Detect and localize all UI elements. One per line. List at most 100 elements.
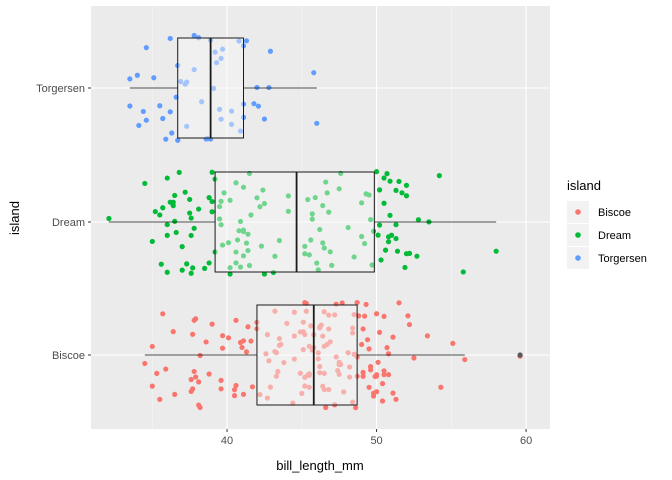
data-point-biscoe (379, 398, 386, 404)
x-tick-label: 40 (221, 435, 233, 447)
data-point-dream (324, 190, 330, 196)
data-point-dream (302, 251, 308, 257)
data-point-torgersen (211, 85, 217, 91)
data-point-biscoe (306, 384, 312, 390)
data-point-biscoe (327, 339, 333, 345)
y-tick-label-biscoe: Biscoe (52, 350, 85, 362)
data-point-biscoe (351, 311, 357, 318)
data-point-torgersen (167, 35, 173, 42)
data-point-torgersen (191, 66, 197, 73)
data-point-biscoe (193, 374, 199, 380)
data-point-torgersen (237, 128, 244, 134)
data-point-biscoe (190, 386, 196, 392)
data-point-biscoe (218, 386, 224, 392)
data-point-biscoe (362, 313, 368, 319)
data-point-dream (188, 215, 194, 221)
data-point-torgersen (311, 70, 317, 76)
data-point-biscoe (149, 343, 155, 350)
data-point-biscoe (326, 312, 332, 318)
data-point-biscoe (273, 373, 279, 379)
data-point-biscoe (396, 300, 402, 306)
data-point-dream (218, 198, 224, 204)
data-point-biscoe (363, 301, 369, 308)
jitter-points (106, 32, 523, 411)
legend-label-biscoe: Biscoe (598, 207, 631, 219)
data-point-dream (384, 171, 390, 177)
data-point-biscoe (191, 368, 197, 375)
data-point-biscoe (157, 396, 163, 402)
data-point-biscoe (462, 356, 468, 363)
data-point-dream (373, 169, 380, 175)
data-point-dream (261, 200, 268, 207)
data-point-dream (308, 237, 314, 243)
data-point-torgersen (127, 103, 133, 109)
data-point-biscoe (450, 340, 456, 346)
data-point-biscoe (336, 359, 342, 365)
data-point-biscoe (284, 320, 290, 326)
data-point-dream (493, 248, 499, 254)
data-point-dream (276, 237, 282, 244)
data-point-dream (202, 265, 208, 271)
data-point-biscoe (249, 384, 256, 390)
data-point-biscoe (264, 332, 271, 338)
data-point-biscoe (360, 373, 366, 379)
data-point-dream (152, 208, 158, 215)
data-point-biscoe (273, 350, 279, 356)
data-point-torgersen (254, 84, 260, 91)
data-point-biscoe (291, 356, 297, 362)
data-point-torgersen (191, 32, 197, 39)
data-point-biscoe (203, 339, 209, 345)
data-point-biscoe (231, 393, 238, 399)
data-point-biscoe (350, 325, 356, 331)
data-point-torgersen (140, 108, 146, 115)
data-point-biscoe (291, 333, 297, 339)
data-point-dream (179, 244, 185, 250)
data-point-dream (351, 254, 357, 260)
data-point-biscoe (326, 326, 332, 332)
data-point-biscoe (243, 349, 250, 355)
data-point-dream (227, 197, 233, 203)
data-point-biscoe (163, 366, 169, 372)
data-point-dream (272, 253, 278, 259)
data-point-dream (414, 253, 420, 259)
data-point-biscoe (366, 346, 372, 352)
data-point-biscoe (197, 352, 203, 359)
data-point-dream (209, 209, 215, 215)
data-point-biscoe (336, 371, 342, 377)
data-point-dream (184, 261, 190, 267)
data-point-biscoe (302, 331, 308, 338)
data-point-torgersen (143, 117, 149, 123)
data-point-dream (164, 221, 170, 228)
data-point-biscoe (149, 383, 155, 389)
data-point-dream (187, 196, 193, 203)
data-point-torgersen (157, 103, 163, 109)
data-point-biscoe (393, 396, 399, 402)
data-point-biscoe (350, 399, 356, 405)
data-point-biscoe (266, 358, 272, 364)
data-point-dream (191, 225, 197, 231)
data-point-biscoe (350, 330, 356, 336)
data-point-biscoe (341, 389, 347, 395)
data-point-torgersen (151, 75, 157, 81)
data-point-dream (225, 240, 232, 246)
data-point-biscoe (219, 333, 226, 339)
data-point-biscoe (306, 343, 312, 349)
data-point-biscoe (172, 391, 178, 397)
data-point-torgersen (218, 116, 224, 122)
data-point-dream (381, 175, 387, 181)
data-point-dream (285, 193, 291, 199)
data-point-dream (221, 190, 227, 196)
x-axis-title: bill_length_mm (276, 458, 363, 473)
data-point-dream (216, 216, 223, 222)
data-point-biscoe (381, 372, 387, 378)
data-point-biscoe (372, 373, 378, 380)
data-point-biscoe (272, 308, 278, 314)
data-point-biscoe (375, 359, 381, 365)
data-point-dream (258, 243, 265, 249)
data-point-biscoe (317, 363, 323, 370)
x-tick-label: 50 (370, 435, 382, 447)
data-point-dream (393, 235, 399, 242)
data-point-biscoe (384, 345, 390, 351)
data-point-dream (188, 270, 194, 276)
